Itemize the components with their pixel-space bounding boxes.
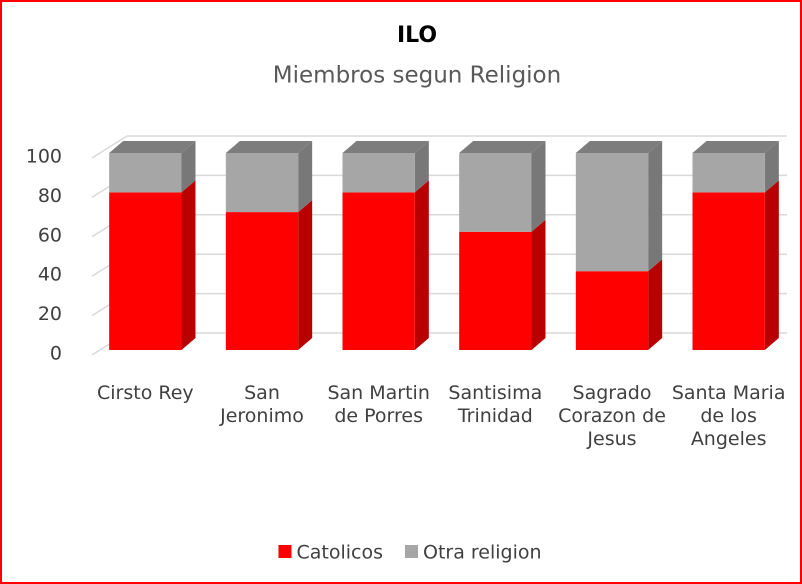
- y-tick-label: 40: [38, 264, 62, 286]
- legend-swatch: [404, 545, 418, 558]
- y-tick-label: 0: [50, 343, 62, 365]
- bar: [575, 271, 649, 350]
- bar: [459, 153, 532, 232]
- bar-side: [298, 141, 313, 213]
- x-tick-label: San Jeronimo: [220, 382, 304, 427]
- bar: [342, 192, 415, 350]
- bar-top: [575, 141, 663, 153]
- bar-side: [414, 141, 429, 193]
- x-tick-label: Sagrado Corazon de Jesus: [558, 382, 666, 450]
- bar: [459, 231, 532, 350]
- bar-top: [459, 141, 546, 153]
- legend-label: Otra religion: [423, 542, 542, 564]
- chart-title: ILO: [397, 23, 437, 48]
- x-tick-label: Santisima Trinidad: [448, 382, 543, 427]
- bar-side: [531, 141, 546, 232]
- bar: [109, 153, 182, 193]
- y-tick-label: 100: [26, 146, 62, 168]
- bar: [692, 153, 765, 193]
- bar: [109, 192, 182, 350]
- y-tick-label: 20: [38, 303, 62, 325]
- bar-side: [648, 141, 663, 272]
- grid-line: [91, 135, 787, 159]
- x-tick-label: Cirsto Rey: [97, 382, 194, 404]
- x-tick-label: Santa Maria de los Angeles: [671, 382, 786, 450]
- y-tick-label: 60: [38, 224, 62, 246]
- bar-side: [414, 180, 429, 350]
- legend-swatch: [278, 545, 292, 558]
- bar-side: [764, 141, 779, 193]
- bar: [692, 192, 765, 350]
- bar: [575, 153, 649, 272]
- bar-side: [181, 180, 196, 350]
- bar-side: [298, 200, 313, 350]
- bar-side: [764, 180, 779, 350]
- bar-side: [531, 219, 546, 350]
- bar: [342, 153, 415, 193]
- legend-label: Catolicos: [296, 542, 383, 564]
- chart-subtitle: Miembros segun Religion: [273, 63, 561, 89]
- x-tick-label: San Martin de Porres: [327, 382, 430, 427]
- bar-top: [225, 141, 313, 153]
- bar-top: [342, 141, 429, 153]
- bar: [225, 212, 299, 350]
- y-tick-label: 80: [38, 185, 62, 207]
- bar-side: [648, 259, 663, 350]
- bar-top: [109, 141, 196, 153]
- bar-side: [181, 141, 196, 193]
- bar: [225, 153, 299, 213]
- bar-top: [692, 141, 779, 153]
